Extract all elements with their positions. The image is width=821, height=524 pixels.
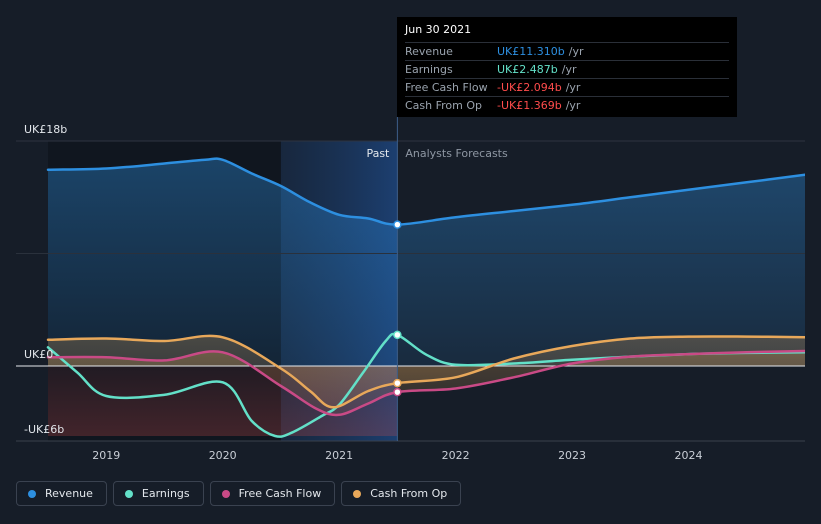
revenue-area (48, 158, 805, 366)
tooltip-unit: /yr (561, 63, 577, 76)
x-tick-label: 2024 (675, 449, 703, 462)
chart-markers (393, 220, 402, 397)
y-tick-label: UK£18b (24, 123, 67, 136)
revenue-line (46, 157, 805, 226)
legend-dot-icon (221, 489, 230, 498)
x-tick-label: 2020 (209, 449, 237, 462)
x-tick-label: 2022 (442, 449, 470, 462)
legend-cash-from-op-button[interactable]: Cash From Op (341, 481, 462, 506)
negative-region-tint (48, 366, 398, 436)
tooltip-row-free-cash-flow: Free Cash Flow -UK£2.094b /yr (405, 78, 729, 96)
tooltip-unit: /yr (565, 99, 581, 112)
tooltip-row-cash-from-op: Cash From Op -UK£1.369b /yr (405, 96, 729, 114)
series-fills (48, 158, 805, 436)
earnings-marker (393, 330, 402, 340)
tooltip-value: UK£11.310b (497, 45, 565, 58)
legend-free-cash-flow-button[interactable]: Free Cash Flow (209, 481, 336, 506)
cash-from-op-line (46, 334, 805, 409)
past-label: Past (366, 147, 390, 160)
forecast-label: Analysts Forecasts (405, 147, 508, 160)
chart-labels: UK£18b UK£0 -UK£6b 2019 2020 2021 2022 2023 2024… (24, 123, 703, 462)
tooltip-value: -UK£2.094b (497, 81, 562, 94)
legend-dot-icon (28, 489, 36, 498)
tooltip-row-earnings: Earnings UK£2.487b /yr (405, 60, 729, 78)
data-tooltip: Jun 30 2021 Revenue UK£11.310b /yr Earni… (397, 17, 737, 117)
free-cash-flow-line (46, 349, 805, 417)
x-tick-label: 2019 (92, 449, 120, 462)
y-tick-label: UK£0 (24, 348, 53, 361)
cash-from-op-area (48, 335, 805, 408)
tooltip-row-revenue: Revenue UK£11.310b /yr (405, 42, 729, 60)
x-tick-label: 2021 (325, 449, 353, 462)
tooltip-value: -UK£1.369b (497, 99, 562, 112)
tooltip-date: Jun 30 2021 (405, 23, 472, 36)
legend-label: Cash From Op (370, 487, 448, 500)
free-cash-flow-marker (393, 387, 402, 397)
tooltip-label: Revenue (405, 45, 453, 58)
legend-label: Earnings (141, 487, 190, 500)
y-tick-label: -UK£6b (24, 423, 64, 436)
legend-dot-icon (124, 489, 133, 498)
legend-earnings-button[interactable]: Earnings (112, 481, 204, 506)
gridlines (16, 117, 805, 442)
free-cash-flow-area (48, 351, 805, 415)
cash-from-op-marker (393, 378, 402, 388)
revenue-marker (393, 220, 402, 229)
x-tick-label: 2023 (558, 449, 586, 462)
tooltip-unit: /yr (568, 45, 584, 58)
legend-dot-icon (353, 489, 362, 498)
tooltip-unit: /yr (565, 81, 581, 94)
legend-revenue-button[interactable]: Revenue (16, 481, 107, 506)
tooltip-label: Free Cash Flow (405, 81, 488, 94)
tooltip-label: Earnings (405, 63, 453, 76)
tooltip-label: Cash From Op (405, 99, 483, 112)
series-lines (46, 157, 805, 438)
chart-legend: Revenue Earnings Free Cash Flow Cash Fro… (16, 481, 462, 506)
tooltip-value: UK£2.487b (497, 63, 558, 76)
legend-label: Revenue (45, 487, 93, 500)
legend-label: Free Cash Flow (238, 487, 322, 500)
